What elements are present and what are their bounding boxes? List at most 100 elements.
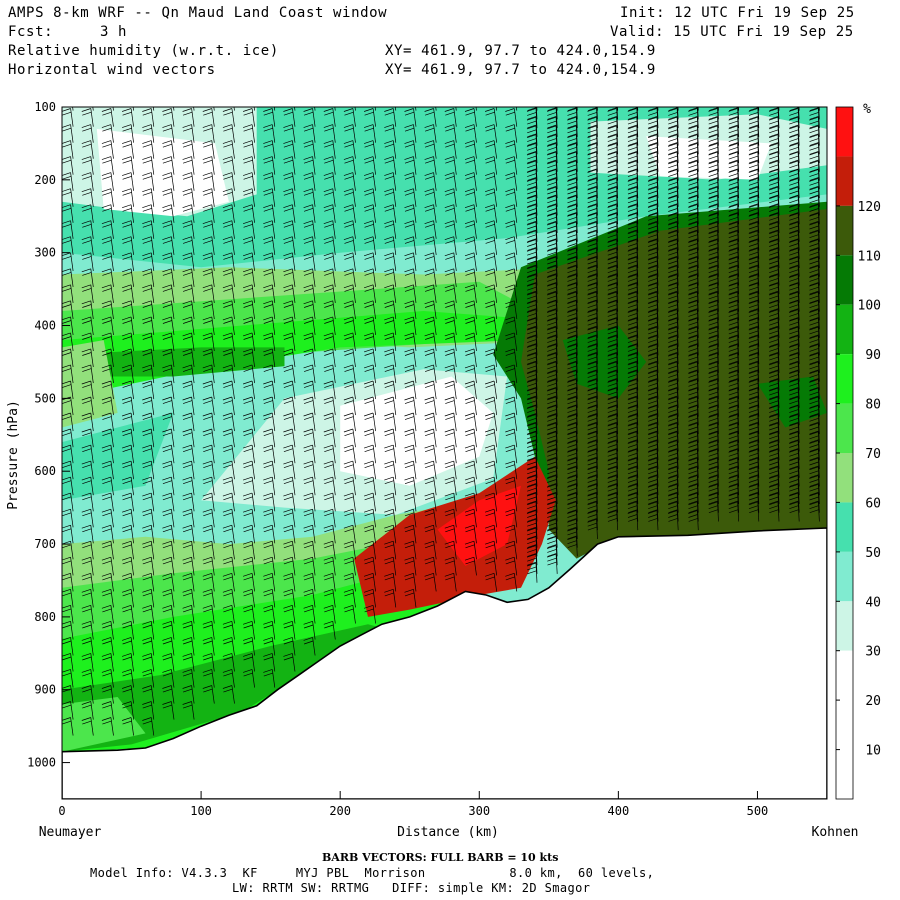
wind-barb-tick — [223, 560, 233, 565]
wind-barb-tick — [182, 701, 192, 705]
wind-barb-tick — [587, 204, 597, 208]
wind-barb-tick — [404, 220, 414, 225]
wind-barb-tick — [384, 444, 394, 449]
wind-barb-tick — [163, 96, 172, 99]
wind-barb-shaft — [271, 108, 276, 127]
wind-barb-shaft — [150, 316, 155, 336]
wind-barb-shaft — [636, 326, 639, 347]
wind-barb-tick — [364, 608, 374, 613]
wind-barb-shaft — [596, 353, 598, 373]
wind-barb-tick — [142, 223, 152, 228]
wind-barb-tick — [62, 96, 71, 99]
wind-barb-tick — [587, 365, 597, 370]
wind-barb-tick — [122, 432, 132, 437]
wind-barb-tick — [243, 143, 253, 148]
wind-barb-shaft — [110, 525, 114, 544]
wind-barb-shaft — [150, 268, 155, 287]
wind-barb-shaft — [555, 230, 558, 251]
wind-barb-shaft — [392, 220, 397, 239]
wind-barb-tick — [547, 220, 557, 225]
wind-barb-shaft — [90, 605, 94, 624]
wind-barb-tick — [142, 556, 152, 561]
wind-barb-tick — [142, 476, 152, 481]
wind-barb-shaft — [616, 152, 619, 172]
wind-barb-shaft — [596, 423, 598, 443]
wind-barb-shaft — [110, 380, 114, 400]
wind-barb-tick — [243, 528, 253, 533]
wind-barb-tick — [303, 560, 314, 565]
wind-barb-tick — [142, 336, 152, 340]
wind-barb-shaft — [413, 541, 417, 560]
wind-barb-shaft — [535, 187, 538, 207]
wind-barb-tick — [182, 316, 192, 321]
wind-barb-tick — [567, 208, 577, 212]
wind-barb-tick — [182, 207, 193, 212]
wind-barb-tick — [628, 351, 638, 356]
wind-barb-tick — [587, 483, 598, 487]
wind-barb-tick — [404, 207, 415, 212]
wind-barb-tick — [222, 364, 233, 369]
wind-barb-tick — [283, 396, 293, 401]
wind-barb-tick — [527, 339, 537, 343]
wind-barb-tick — [223, 496, 233, 501]
wind-barb-tick — [384, 191, 394, 196]
wind-barb-shaft — [251, 637, 255, 656]
wind-barb-shaft — [636, 475, 639, 496]
wind-barb-tick — [62, 111, 72, 116]
wind-barb-tick — [587, 356, 597, 361]
wind-barb-shaft — [110, 621, 114, 640]
wind-barb-tick — [567, 351, 577, 356]
wind-barb-tick — [424, 272, 435, 276]
wind-barb-shaft — [130, 669, 134, 688]
wind-barb-tick — [587, 440, 597, 444]
wind-barb-tick — [607, 177, 618, 181]
wind-barb-shaft — [555, 152, 558, 172]
wind-barb-tick — [82, 608, 92, 613]
wind-barb-tick — [344, 576, 354, 581]
wind-barb-tick — [122, 480, 132, 485]
wind-barb-tick — [464, 348, 475, 353]
wind-barb-shaft — [616, 117, 619, 137]
wind-barb-tick — [445, 496, 455, 501]
wind-barb-tick — [527, 269, 537, 274]
wind-barb-tick — [303, 320, 314, 324]
wind-barb-tick — [688, 100, 697, 103]
wind-barb-tick — [567, 282, 577, 287]
wind-barb-tick — [222, 444, 233, 449]
wind-barb-tick — [363, 476, 374, 481]
wind-barb-tick — [587, 309, 597, 313]
wind-barb-tick — [404, 223, 415, 228]
wind-barb-tick — [142, 400, 152, 404]
wind-barb-shaft — [596, 396, 598, 417]
wind-barb-tick — [142, 653, 152, 657]
wind-barb-tick — [81, 492, 91, 497]
wind-barb-tick — [464, 204, 475, 209]
wind-barb-shaft — [171, 156, 175, 175]
wind-barb-shaft — [231, 557, 235, 576]
wind-barb-shaft — [90, 188, 94, 207]
wind-barb-tick — [283, 188, 293, 193]
wind-barb-tick — [363, 588, 374, 593]
wind-barb-tick — [182, 256, 193, 260]
wind-barb-shaft — [171, 445, 175, 464]
wind-barb-shaft — [110, 140, 114, 159]
wind-barb-tick — [628, 168, 638, 173]
wind-barb-shaft — [231, 396, 235, 416]
wind-barb-tick — [101, 316, 112, 321]
wind-barb-tick — [567, 370, 577, 375]
wind-barb-tick — [122, 416, 132, 420]
wind-barb-tick — [223, 175, 233, 180]
wind-barb-shaft — [110, 316, 114, 336]
rh-band — [62, 340, 118, 428]
wind-barb-shaft — [90, 380, 94, 400]
wind-barb-shaft — [453, 428, 457, 448]
wind-barb-tick — [627, 422, 637, 427]
wind-barb-shaft — [392, 332, 397, 352]
wind-barb-tick — [465, 93, 474, 96]
wind-barb-shaft — [392, 108, 397, 127]
wind-barb-tick — [567, 326, 577, 331]
wind-barb-tick — [587, 243, 597, 247]
wind-barb-tick — [385, 96, 394, 99]
wind-barb-tick — [121, 268, 132, 273]
wind-barb-tick — [465, 352, 475, 356]
